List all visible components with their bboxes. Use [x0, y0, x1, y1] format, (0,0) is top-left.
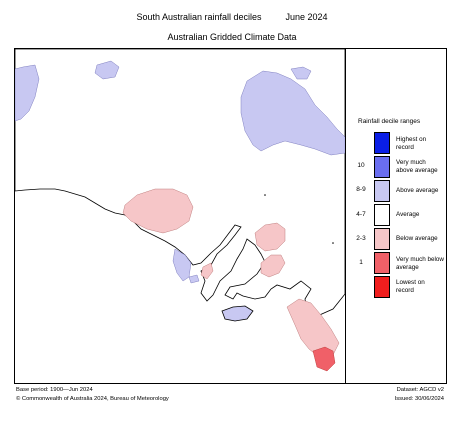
legend-range-4-7: 4-7 [356, 211, 366, 218]
region-below-average-midnorth [254, 222, 286, 252]
region-above-average-north [94, 60, 120, 80]
island-dot [264, 194, 266, 196]
legend-swatch-lowest [374, 276, 390, 298]
region-above-average-eyre-south [172, 248, 192, 282]
legend-label-very-much-below: Very much below average [396, 256, 444, 271]
copyright-notice: © Commonwealth of Australia 2024, Bureau… [16, 396, 169, 402]
base-period: Base period: 1900—Jun 2024 [16, 387, 93, 393]
legend-range-10: 10 [357, 162, 365, 169]
legend-label-lowest: Lowest on record [396, 279, 425, 294]
legend-title: Rainfall decile ranges [358, 118, 421, 125]
legend-swatch-very-much-below [374, 252, 390, 274]
title-period: June 2024 [285, 12, 328, 22]
legend-range-8-9: 8-9 [356, 186, 366, 193]
region-below-average-adelaide [260, 254, 286, 278]
rainfall-decile-map [15, 49, 345, 372]
legend-range-1: 1 [359, 259, 363, 266]
region-very-much-below-average [312, 346, 336, 372]
legend-swatch-below [374, 228, 390, 250]
map-frame [14, 48, 447, 384]
region-above-average-northeast [240, 70, 345, 156]
legend-divider [345, 48, 346, 384]
legend-label-below: Below average [396, 235, 438, 242]
legend-label-highest: Highest on record [396, 136, 427, 151]
dataset-label: Dataset: AGCD v2 [396, 387, 444, 393]
legend-label-average: Average [396, 211, 420, 218]
legend-label-above: Above average [396, 187, 439, 194]
region-below-average-yorke [200, 262, 214, 280]
legend-swatch-very-much-above [374, 156, 390, 178]
legend-swatch-above [374, 180, 390, 202]
region-below-average-southeast [286, 298, 340, 358]
legend-label-very-much-above: Very much above average [396, 159, 438, 174]
region-above-average-northeast-small [290, 66, 312, 80]
map-title: South Australian rainfall deciles June 20… [0, 12, 464, 22]
map-subtitle: Australian Gridded Climate Data [167, 32, 297, 42]
legend-swatch-highest [374, 132, 390, 154]
kangaroo-island [221, 305, 254, 322]
title-text: South Australian rainfall deciles [136, 12, 262, 22]
issued-date: Issued: 30/06/2024 [394, 396, 444, 402]
island-dot [332, 242, 334, 244]
legend-swatch-average [374, 204, 390, 226]
region-above-average-northwest [15, 64, 40, 122]
region-below-average-eyre [122, 188, 194, 234]
region-above-average-gulf [188, 274, 200, 284]
legend-range-2-3: 2-3 [356, 235, 366, 242]
